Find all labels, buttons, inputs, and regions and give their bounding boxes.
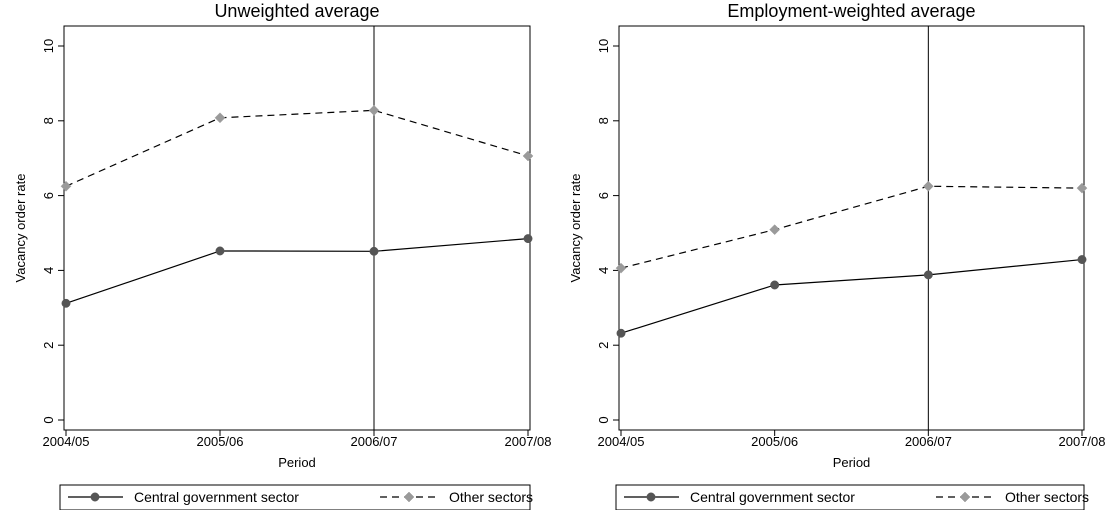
x-tick-label: 2007/08 — [1059, 434, 1106, 449]
data-point — [615, 262, 627, 274]
data-point — [922, 180, 934, 192]
y-tick-label: 8 — [41, 117, 56, 124]
data-point — [215, 246, 225, 256]
legend-label: Central government sector — [134, 489, 299, 505]
data-point — [369, 246, 379, 256]
series-line-other-sectors — [65, 109, 529, 187]
legend-label: Other sectors — [449, 489, 533, 505]
data-point — [1076, 182, 1088, 194]
data-point — [1077, 255, 1087, 265]
data-point — [523, 234, 533, 244]
data-point — [923, 270, 933, 280]
x-tick-label: 2006/07 — [905, 434, 952, 449]
data-point — [616, 328, 626, 338]
plot-frame — [63, 25, 531, 431]
data-point — [770, 280, 780, 290]
x-tick-label: 2004/05 — [598, 434, 645, 449]
y-tick-label: 10 — [596, 39, 611, 53]
y-tick-label: 0 — [596, 416, 611, 423]
series-line-other-sectors — [620, 185, 1083, 269]
chart-title: Employment-weighted average — [727, 1, 975, 21]
legend-label: Central government sector — [690, 489, 855, 505]
y-tick-label: 2 — [41, 342, 56, 349]
y-tick-label: 0 — [41, 416, 56, 423]
y-tick-label: 4 — [41, 267, 56, 274]
data-point — [61, 298, 71, 308]
x-tick-label: 2007/08 — [505, 434, 552, 449]
x-tick-label: 2005/06 — [751, 434, 798, 449]
y-tick-label: 6 — [596, 192, 611, 199]
y-axis-label: Vacancy order rate — [568, 174, 583, 283]
x-tick-label: 2005/06 — [197, 434, 244, 449]
data-point — [522, 150, 534, 162]
y-tick-label: 4 — [596, 267, 611, 274]
x-axis-label: Period — [278, 455, 316, 470]
legend-box — [615, 484, 1085, 511]
y-axis-label: Vacancy order rate — [13, 174, 28, 283]
chart-title: Unweighted average — [214, 1, 379, 21]
series-line-central-government — [65, 238, 529, 304]
x-axis-label: Period — [833, 455, 871, 470]
data-point — [769, 224, 781, 235]
plot-frame — [618, 25, 1085, 431]
data-point — [214, 112, 226, 124]
y-tick-label: 6 — [41, 192, 56, 199]
x-tick-label: 2004/05 — [43, 434, 90, 449]
legend-marker — [90, 492, 100, 502]
series-line-central-government — [620, 258, 1083, 334]
y-tick-label: 2 — [596, 342, 611, 349]
legend-marker — [403, 491, 415, 503]
x-tick-label: 2006/07 — [351, 434, 398, 449]
legend-marker — [959, 491, 971, 503]
legend-box — [59, 484, 531, 511]
y-tick-label: 10 — [41, 39, 56, 53]
y-tick-label: 8 — [596, 117, 611, 124]
legend-label: Other sectors — [1005, 489, 1089, 505]
data-point — [368, 104, 380, 116]
data-point — [60, 180, 72, 192]
legend-marker — [646, 492, 656, 502]
